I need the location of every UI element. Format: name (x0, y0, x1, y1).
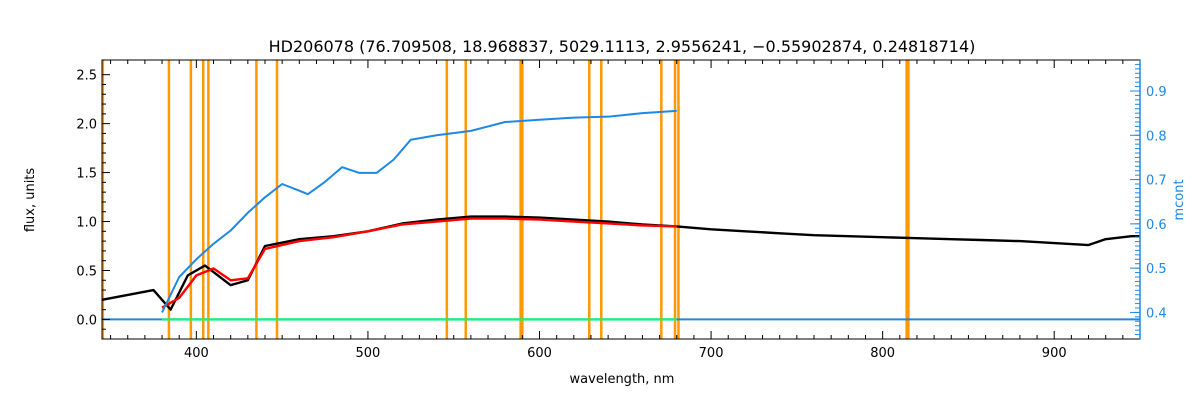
series-line-observed (101, 215, 1140, 311)
y-tick-label: 1.0 (76, 216, 97, 231)
x-tick-label: 400 (184, 346, 209, 361)
x-axis: 400 500 600 700 800 900 (110, 60, 1141, 361)
series-group (101, 109, 1140, 321)
chart-title: HD206078 (76.709508, 18.968837, 5029.111… (269, 37, 976, 56)
y-axis-right: 0.4 0.5 0.6 0.7 0.8 0.9 (1130, 60, 1167, 339)
x-tick-label: 600 (527, 346, 552, 361)
x-tick-label: 500 (356, 346, 381, 361)
y-tick-label: 1.5 (76, 167, 97, 182)
y2-tick-label: 0.5 (1146, 262, 1167, 277)
y2-tick-label: 0.4 (1146, 306, 1167, 321)
series-line-model (161, 217, 677, 309)
y-axis-left: 0.0 0.5 1.0 1.5 2.0 2.5 (76, 69, 110, 330)
x-axis-label: wavelength, nm (570, 372, 675, 387)
x-tick-label: 900 (1042, 346, 1067, 361)
series-line-mcont (161, 109, 677, 313)
y2-tick-label: 0.7 (1146, 174, 1167, 189)
x-tick-label: 700 (699, 346, 724, 361)
y-axis-label: flux, units (23, 168, 38, 233)
x-tick-label: 800 (870, 346, 895, 361)
mask-lines-group (101, 60, 910, 339)
y2-axis-label: mcont (1172, 179, 1187, 220)
y-tick-label: 0.5 (76, 264, 97, 279)
y2-tick-label: 0.9 (1146, 85, 1167, 100)
y2-tick-label: 0.6 (1146, 218, 1167, 233)
y-tick-label: 2.5 (76, 69, 97, 84)
y-tick-label: 2.0 (76, 118, 97, 133)
plot-frame (101, 59, 1141, 340)
y-tick-label: 0.0 (76, 313, 97, 328)
y2-tick-label: 0.8 (1146, 129, 1167, 144)
